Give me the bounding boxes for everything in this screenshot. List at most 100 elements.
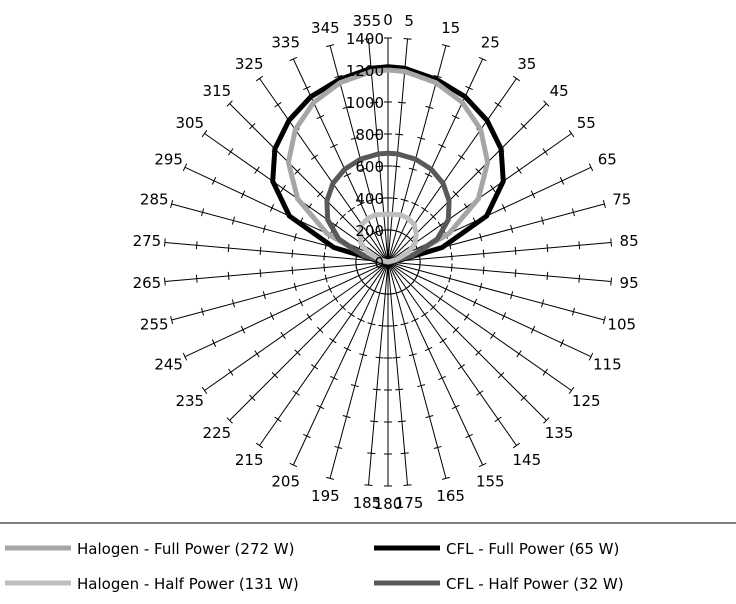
spoke-tick	[280, 331, 286, 339]
spoke-tick	[316, 114, 325, 120]
spoke-tick	[293, 233, 297, 242]
spoke-tick	[357, 201, 365, 207]
spoke-tick	[334, 75, 343, 79]
spoke-tick	[254, 350, 260, 358]
spoke-tick	[364, 38, 373, 40]
spoke-tick	[339, 304, 346, 311]
spoke-tick	[438, 375, 446, 381]
spoke-85	[387, 241, 612, 263]
angle-label: 315	[203, 82, 232, 100]
spoke-tick	[329, 337, 337, 344]
radial-tick-label: 200	[355, 222, 384, 240]
spoke-25	[387, 58, 484, 263]
spoke-tick	[530, 190, 536, 199]
spoke-tick	[400, 198, 409, 202]
spoke-tick	[512, 75, 521, 82]
spoke-275	[164, 241, 389, 263]
spoke-tick	[227, 271, 230, 280]
spoke-355	[367, 38, 389, 263]
spoke-tick	[378, 197, 387, 200]
spoke-tick	[541, 299, 545, 308]
spoke-tick	[541, 216, 545, 225]
spoke-tick	[231, 216, 235, 225]
spoke-45	[387, 103, 547, 263]
spoke-tick	[588, 352, 594, 361]
spoke-tick	[367, 198, 376, 202]
spoke-tick	[359, 167, 368, 171]
spoke-tick	[311, 154, 319, 160]
angle-label: 325	[235, 55, 264, 73]
spoke-tick	[350, 384, 359, 388]
spoke-tick	[494, 102, 502, 108]
radial-tick-label: 0	[374, 254, 384, 272]
spoke-225	[229, 261, 389, 421]
angle-label: 195	[311, 487, 340, 505]
spoke-tick	[497, 371, 505, 379]
spoke-tick	[478, 56, 487, 62]
spoke-tick	[262, 291, 266, 300]
spoke-tick	[403, 38, 412, 40]
angle-label: 175	[395, 494, 424, 512]
spoke-tick	[441, 476, 450, 480]
spoke-tick	[392, 165, 401, 168]
spoke-tick	[452, 326, 460, 334]
spoke-tick	[479, 233, 483, 242]
spoke-tick	[463, 313, 470, 321]
series-line-2	[357, 211, 419, 265]
spoke-tick	[170, 315, 174, 324]
spoke-tick	[327, 285, 333, 293]
radial-tick-label: 800	[355, 126, 384, 144]
radial-tick-label: 400	[355, 190, 384, 208]
spoke-tick	[249, 394, 256, 401]
spoke-tick	[543, 417, 550, 424]
angle-label: 335	[271, 34, 300, 52]
spoke-tick	[450, 263, 453, 272]
spoke-235	[204, 261, 389, 391]
spoke-245	[184, 261, 389, 358]
angle-label: 215	[235, 451, 264, 469]
spoke-tick	[201, 307, 205, 316]
spoke-tick	[512, 442, 521, 449]
spoke-tick	[543, 100, 550, 107]
spoke-tick	[433, 445, 442, 449]
angle-label: 115	[593, 355, 622, 373]
spoke-tick	[602, 200, 606, 209]
angle-label: 185	[353, 494, 382, 512]
spoke-tick	[306, 313, 313, 321]
angle-label: 265	[133, 274, 162, 292]
spoke-tick	[546, 244, 549, 253]
spoke-tick	[451, 114, 460, 120]
spoke-tick	[372, 388, 381, 391]
angle-label: 25	[481, 34, 500, 52]
spoke-tick	[450, 252, 453, 261]
spoke-tick	[334, 445, 343, 449]
spoke-tick	[289, 56, 298, 62]
spoke-tick	[475, 168, 482, 175]
spoke-185	[367, 261, 389, 486]
spoke-tick	[571, 208, 575, 217]
spoke-tick	[516, 350, 522, 358]
spoke-tick	[201, 129, 208, 138]
spoke-tick	[494, 416, 502, 422]
spoke-tick	[195, 274, 198, 283]
spoke-tick	[343, 346, 352, 352]
radial-tick-labels: 0 200 400 600 800 1000 1200 1400	[346, 30, 384, 272]
spoke-tick	[347, 206, 355, 213]
angle-label: 205	[271, 472, 300, 490]
spoke-tick	[182, 352, 188, 361]
spoke-tick	[578, 274, 581, 283]
spoke-tick	[274, 102, 282, 108]
spoke-tick	[211, 339, 217, 347]
spoke-tick	[359, 353, 368, 357]
spoke-175	[387, 261, 409, 486]
spoke-tick	[568, 386, 575, 395]
polar-spokes	[164, 37, 612, 487]
spoke-tick	[294, 349, 301, 356]
spoke-tick	[364, 484, 373, 486]
spoke-tick	[417, 384, 426, 388]
spoke-tick	[240, 190, 246, 199]
spoke-tick	[425, 415, 434, 419]
spoke-tick	[542, 148, 548, 156]
spoke-tick	[367, 452, 376, 455]
